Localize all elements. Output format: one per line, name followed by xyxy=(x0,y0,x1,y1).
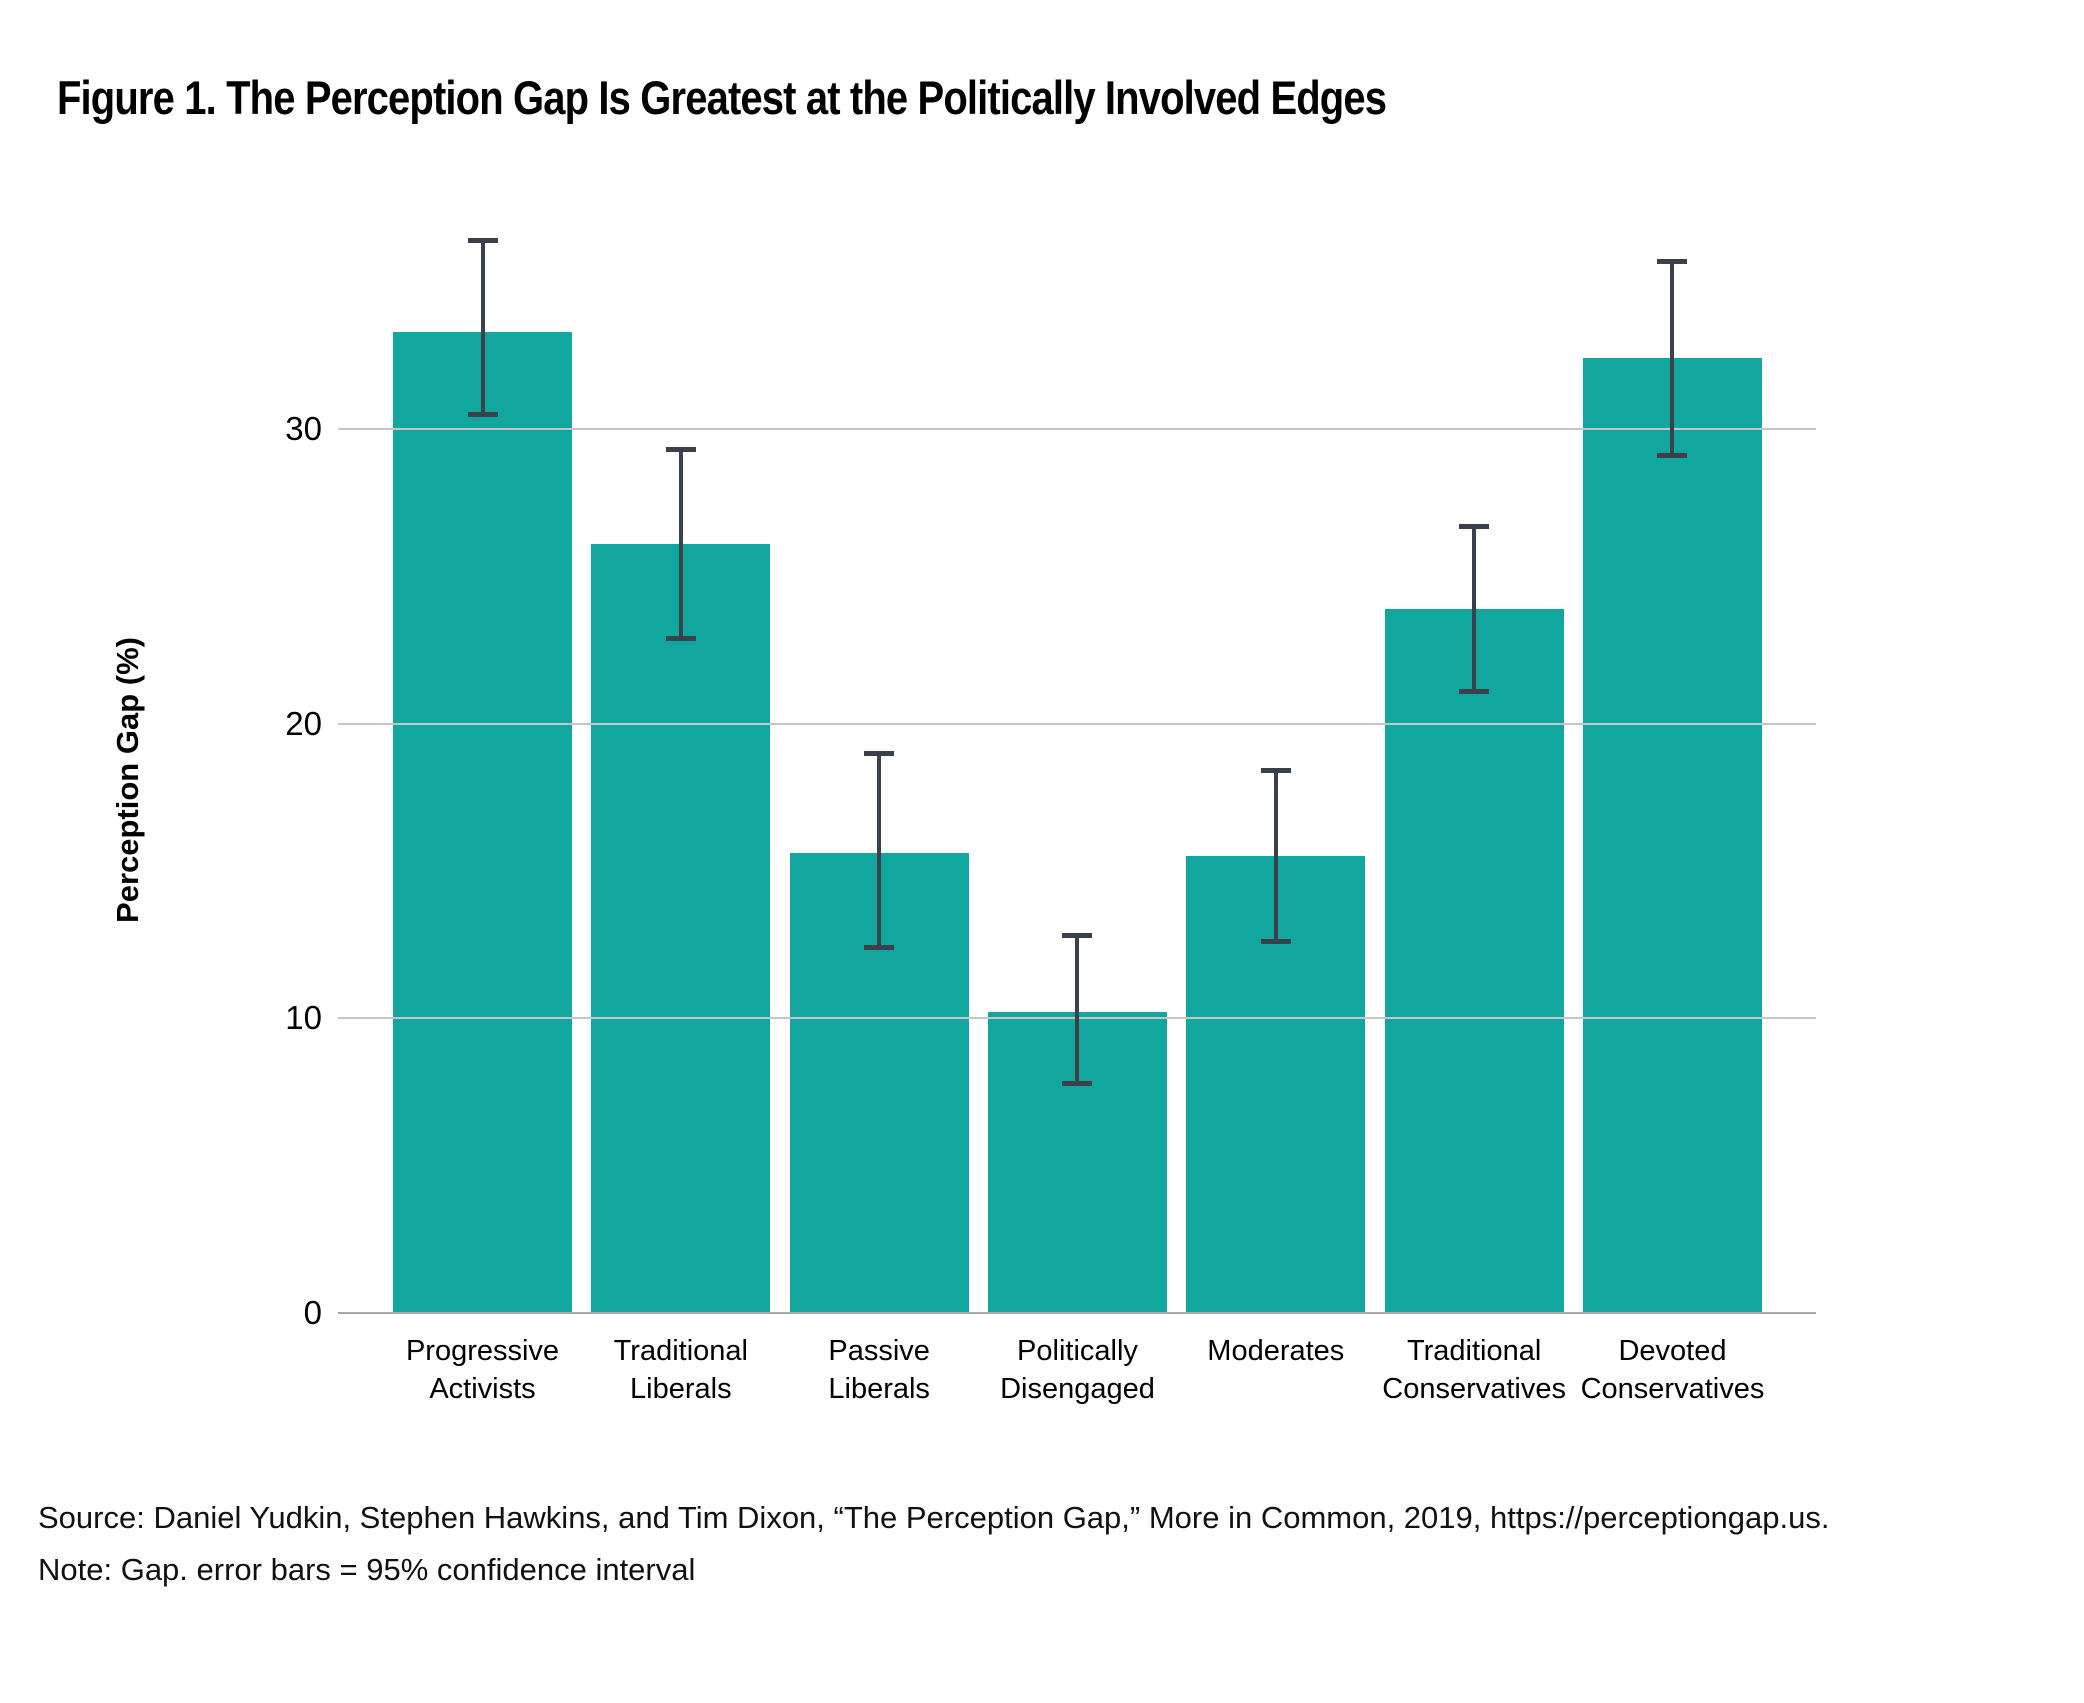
error-bar-cap-bottom xyxy=(1657,453,1688,459)
error-bar-cap-bottom xyxy=(1260,939,1291,945)
figure-title: Figure 1. The Perception Gap Is Greatest… xyxy=(57,71,1387,124)
y-tick-label: 0 xyxy=(303,1294,322,1331)
error-bar-cap-top xyxy=(1657,258,1688,264)
error-bar-cap-bottom xyxy=(1062,1080,1093,1086)
bar xyxy=(1384,608,1564,1313)
x-axis-category-label: Traditional Conservatives xyxy=(1382,1335,1567,1405)
error-bar-cap-bottom xyxy=(467,411,498,417)
y-tick-label: 30 xyxy=(285,409,322,447)
error-bar-line xyxy=(877,753,882,948)
y-tick-label: 10 xyxy=(285,999,322,1037)
source-text: Source: Daniel Yudkin, Stephen Hawkins, … xyxy=(38,1500,1830,1535)
x-axis-category-label: Passive Liberals xyxy=(828,1335,930,1405)
x-axis-category-label: Moderates xyxy=(1207,1335,1345,1367)
error-bar-cap-top xyxy=(665,447,696,453)
bar xyxy=(591,543,771,1313)
y-tick-label: 20 xyxy=(285,704,322,742)
error-bar-line xyxy=(678,449,683,639)
bar xyxy=(393,331,572,1313)
error-bar-cap-top xyxy=(1062,933,1093,939)
bar xyxy=(1582,358,1762,1313)
error-bar-line xyxy=(480,240,485,415)
gridline xyxy=(338,722,1816,725)
gridline xyxy=(338,427,1816,430)
note-text: Note: Gap. error bars = 95% confidence i… xyxy=(38,1552,696,1587)
error-bar-line xyxy=(1075,935,1080,1084)
error-bar-line xyxy=(1472,526,1477,692)
error-bar-cap-bottom xyxy=(864,945,895,951)
x-axis-category-label: Traditional Liberals xyxy=(613,1335,748,1405)
error-bar-line xyxy=(1273,770,1278,942)
x-axis-baseline xyxy=(338,1312,1816,1314)
error-bar-cap-top xyxy=(1459,523,1490,529)
x-axis-category-label: Progressive Activists xyxy=(405,1335,560,1405)
error-bar-cap-top xyxy=(864,750,895,756)
error-bar-cap-bottom xyxy=(1459,688,1490,694)
error-bar-cap-top xyxy=(467,237,498,243)
x-axis-category-label: Politically Disengaged xyxy=(1000,1335,1155,1405)
error-bar-cap-bottom xyxy=(665,635,696,641)
error-bar-cap-top xyxy=(1260,768,1291,774)
error-bar-line xyxy=(1670,261,1675,456)
x-axis-category-label: Devoted Conservatives xyxy=(1580,1335,1765,1405)
